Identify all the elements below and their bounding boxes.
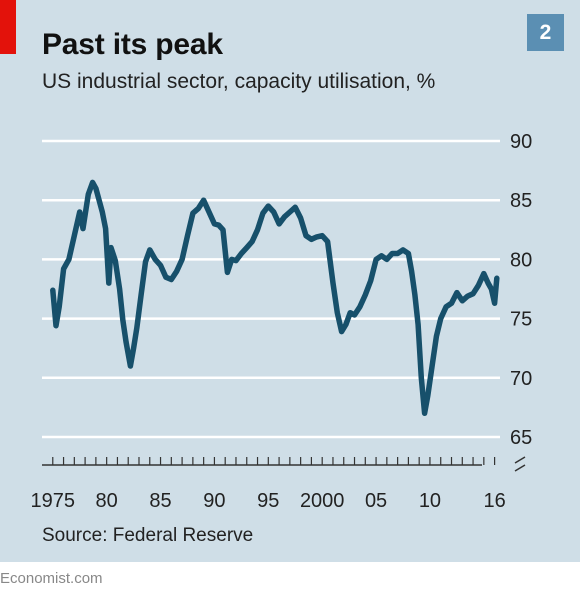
y-tick-label: 65 xyxy=(510,427,532,449)
y-tick-label: 75 xyxy=(510,309,532,331)
chart-subtitle: US industrial sector, capacity utilisati… xyxy=(42,70,436,93)
series-line-capacity-utilisation xyxy=(50,179,500,417)
line-chart: 90 85 80 75 70 65 1975 80 85 90 95 2000 05 10 16 xyxy=(31,131,533,512)
x-tick-label: 1975 xyxy=(31,490,76,512)
chart-number-badge: 2 xyxy=(527,14,564,51)
axis-break-mark xyxy=(514,464,526,472)
x-tick-label: 80 xyxy=(96,490,118,512)
y-tick-label: 90 xyxy=(510,131,532,153)
y-tick-label: 70 xyxy=(510,368,532,390)
y-tick-label: 80 xyxy=(510,249,532,271)
x-tick-label: 2000 xyxy=(300,490,345,512)
brand-red-bar xyxy=(0,0,16,54)
x-tick-label: 95 xyxy=(257,490,279,512)
x-tick-label: 10 xyxy=(419,490,441,512)
x-tick-label: 16 xyxy=(483,490,505,512)
x-tick-label: 85 xyxy=(149,490,171,512)
x-tick-label: 90 xyxy=(203,490,225,512)
axis-break-mark xyxy=(514,456,526,464)
y-tick-label: 85 xyxy=(510,190,532,212)
source-note: Source: Federal Reserve xyxy=(42,525,254,546)
footer-credit: Economist.com xyxy=(0,570,103,587)
chart-title: Past its peak xyxy=(42,28,223,61)
x-tick-label: 05 xyxy=(365,490,387,512)
